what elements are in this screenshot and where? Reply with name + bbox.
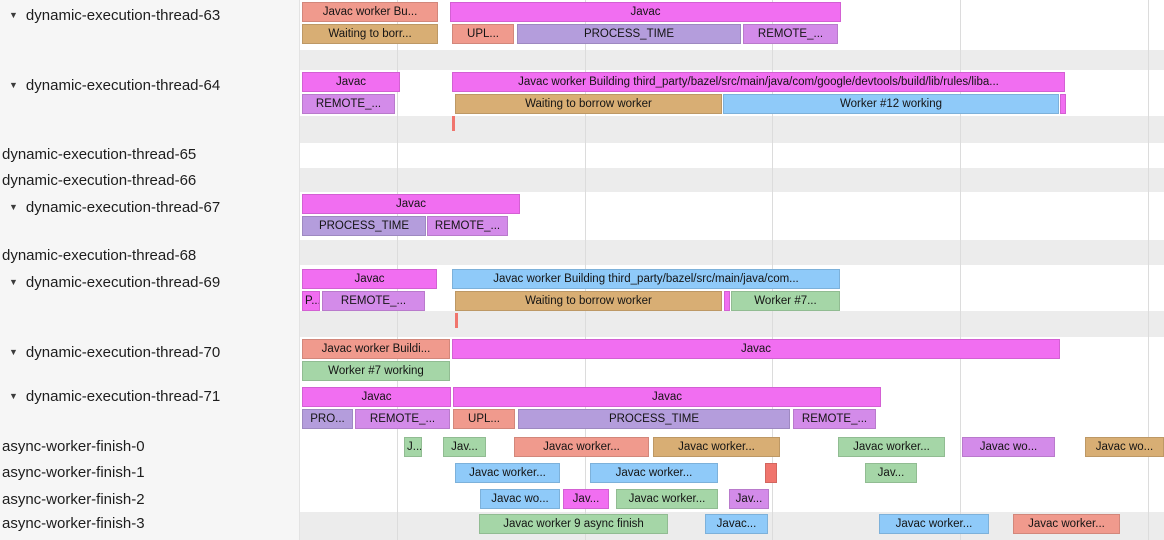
- trace-span[interactable]: Javac worker...: [653, 437, 780, 457]
- trace-span[interactable]: Waiting to borr...: [302, 24, 438, 44]
- trace-span[interactable]: Javac: [453, 387, 881, 407]
- track-name-sidebar: ▼ dynamic-execution-thread-63 ▼ dynamic-exe…: [0, 0, 300, 540]
- trace-span[interactable]: Javac worker Bu...: [302, 2, 438, 22]
- track-row-dynamic-execution-thread-70[interactable]: ▼ dynamic-execution-thread-70: [0, 341, 220, 363]
- trace-span[interactable]: Jav...: [865, 463, 917, 483]
- trace-span[interactable]: Waiting to borrow worker: [455, 94, 722, 114]
- trace-span[interactable]: Javac: [302, 194, 520, 214]
- trace-span[interactable]: Worker #12 working: [723, 94, 1059, 114]
- trace-span[interactable]: REMOTE_...: [793, 409, 876, 429]
- trace-span[interactable]: Javac...: [705, 514, 768, 534]
- trace-span[interactable]: Javac worker...: [455, 463, 560, 483]
- trace-span[interactable]: Javac wo...: [1085, 437, 1164, 457]
- trace-span[interactable]: Javac worker...: [616, 489, 718, 509]
- trace-span[interactable]: Waiting to borrow worker: [455, 291, 722, 311]
- row-background-stripe: [300, 311, 1164, 337]
- track-row-dynamic-execution-thread-65[interactable]: dynamic-execution-thread-65: [0, 144, 196, 166]
- collapse-triangle-icon[interactable]: ▼: [9, 202, 18, 212]
- track-name-label: dynamic-execution-thread-71: [25, 388, 221, 405]
- trace-span[interactable]: J...: [404, 437, 422, 457]
- row-background-stripe: [300, 116, 1164, 143]
- track-row-dynamic-execution-thread-69[interactable]: ▼ dynamic-execution-thread-69: [0, 271, 220, 293]
- trace-span[interactable]: Javac worker...: [590, 463, 718, 483]
- trace-span[interactable]: Javac wo...: [480, 489, 560, 509]
- track-name-label: async-worker-finish-2: [2, 491, 145, 508]
- event-tick[interactable]: [455, 313, 458, 328]
- trace-span[interactable]: Javac worker...: [514, 437, 649, 457]
- trace-span[interactable]: Jav...: [563, 489, 609, 509]
- track-name-label: dynamic-execution-thread-66: [2, 172, 197, 189]
- trace-span[interactable]: PROCESS_TIME: [302, 216, 426, 236]
- track-name-label: async-worker-finish-3: [2, 515, 145, 532]
- trace-span[interactable]: [1060, 94, 1066, 114]
- track-row-dynamic-execution-thread-63[interactable]: ▼ dynamic-execution-thread-63: [0, 4, 220, 26]
- trace-span[interactable]: Javac wo...: [962, 437, 1055, 457]
- track-name-label: dynamic-execution-thread-63: [25, 7, 221, 24]
- trace-span[interactable]: Worker #7...: [731, 291, 840, 311]
- timeline-chart-area: Javac worker Bu... Javac Waiting to borr..…: [300, 0, 1164, 540]
- trace-span[interactable]: Javac: [302, 269, 437, 289]
- trace-span[interactable]: Javac worker...: [879, 514, 989, 534]
- track-row-dynamic-execution-thread-64[interactable]: ▼ dynamic-execution-thread-64: [0, 74, 220, 96]
- trace-span[interactable]: [724, 291, 730, 311]
- trace-span[interactable]: Javac: [302, 72, 400, 92]
- track-name-label: dynamic-execution-thread-64: [25, 77, 221, 94]
- collapse-triangle-icon[interactable]: ▼: [9, 391, 18, 401]
- collapse-triangle-icon[interactable]: ▼: [9, 10, 18, 20]
- track-row-dynamic-execution-thread-71[interactable]: ▼ dynamic-execution-thread-71: [0, 385, 220, 407]
- trace-span[interactable]: Javac worker...: [1013, 514, 1120, 534]
- event-tick[interactable]: [452, 116, 455, 131]
- collapse-triangle-icon[interactable]: ▼: [9, 347, 18, 357]
- row-background-stripe: [300, 240, 1164, 265]
- trace-span[interactable]: REMOTE_...: [743, 24, 838, 44]
- collapse-triangle-icon[interactable]: ▼: [9, 80, 18, 90]
- trace-span[interactable]: Worker #7 working: [302, 361, 450, 381]
- trace-span[interactable]: Jav...: [443, 437, 486, 457]
- trace-span[interactable]: REMOTE_...: [302, 94, 395, 114]
- row-background-stripe: [300, 50, 1164, 70]
- trace-span[interactable]: Javac worker Building third_party/bazel/…: [452, 269, 840, 289]
- row-background-stripe: [300, 168, 1164, 192]
- trace-span[interactable]: Javac: [302, 387, 451, 407]
- track-row-dynamic-execution-thread-67[interactable]: ▼ dynamic-execution-thread-67: [0, 196, 220, 218]
- track-row-async-worker-finish-1[interactable]: async-worker-finish-1: [0, 462, 145, 484]
- trace-span[interactable]: UPL...: [452, 24, 514, 44]
- trace-span[interactable]: UPL...: [453, 409, 515, 429]
- trace-span[interactable]: PROCESS_TIME: [517, 24, 741, 44]
- track-name-label: async-worker-finish-1: [2, 464, 145, 481]
- time-gridline: [960, 0, 961, 540]
- track-name-label: dynamic-execution-thread-69: [25, 274, 221, 291]
- time-gridline: [1148, 0, 1149, 540]
- track-row-dynamic-execution-thread-68[interactable]: dynamic-execution-thread-68: [0, 245, 196, 267]
- trace-span[interactable]: Javac worker Buildi...: [302, 339, 450, 359]
- trace-span[interactable]: Javac worker 9 async finish: [479, 514, 668, 534]
- trace-span[interactable]: [765, 463, 777, 483]
- trace-span[interactable]: REMOTE_...: [427, 216, 508, 236]
- track-name-label: async-worker-finish-0: [2, 438, 145, 455]
- track-row-async-worker-finish-0[interactable]: async-worker-finish-0: [0, 436, 145, 458]
- trace-span[interactable]: P...: [302, 291, 320, 311]
- trace-span[interactable]: REMOTE_...: [355, 409, 450, 429]
- trace-span[interactable]: PROCESS_TIME: [518, 409, 790, 429]
- track-row-async-worker-finish-3[interactable]: async-worker-finish-3: [0, 513, 145, 535]
- trace-span[interactable]: Javac worker Building third_party/bazel/…: [452, 72, 1065, 92]
- track-row-async-worker-finish-2[interactable]: async-worker-finish-2: [0, 489, 145, 511]
- track-name-label: dynamic-execution-thread-68: [2, 247, 197, 264]
- trace-span[interactable]: PRO...: [302, 409, 353, 429]
- track-name-label: dynamic-execution-thread-67: [25, 199, 221, 216]
- track-row-dynamic-execution-thread-66[interactable]: dynamic-execution-thread-66: [0, 170, 196, 192]
- trace-span[interactable]: Javac worker...: [838, 437, 945, 457]
- collapse-triangle-icon[interactable]: ▼: [9, 277, 18, 287]
- trace-span[interactable]: Javac: [450, 2, 841, 22]
- trace-span[interactable]: REMOTE_...: [322, 291, 425, 311]
- track-name-label: dynamic-execution-thread-70: [25, 344, 221, 361]
- trace-span[interactable]: Javac: [452, 339, 1060, 359]
- track-name-label: dynamic-execution-thread-65: [2, 146, 197, 163]
- trace-span[interactable]: Jav...: [729, 489, 769, 509]
